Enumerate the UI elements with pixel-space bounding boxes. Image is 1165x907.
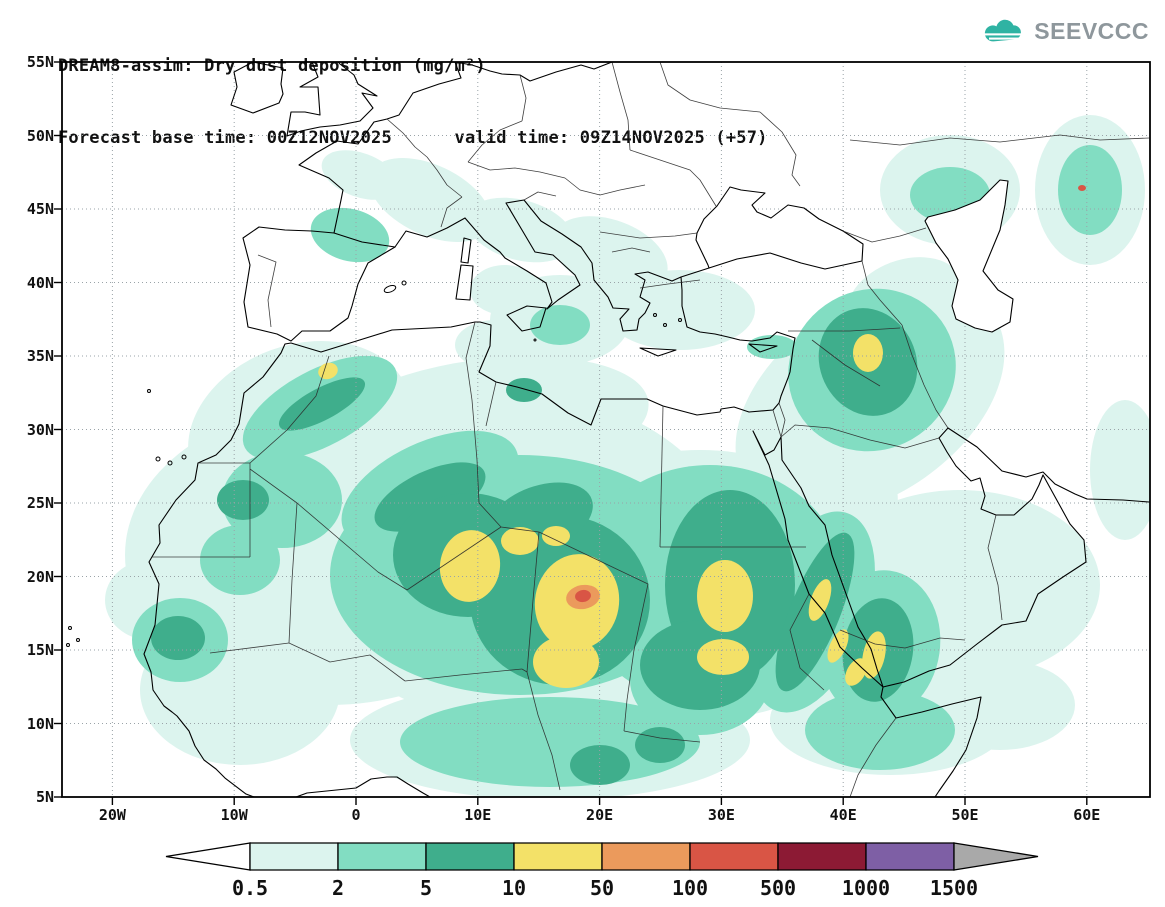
coast-ireland xyxy=(230,62,284,114)
coast-baltic xyxy=(454,62,613,82)
colorbar-segment xyxy=(165,842,251,871)
map-content xyxy=(62,62,1150,797)
coast-iberia xyxy=(242,226,396,342)
colorbar-legend: 0.5 2 5 10 50 100 500 1000 1500 xyxy=(165,842,1039,900)
logo-text: SEEVCCC xyxy=(1034,17,1149,44)
corsica xyxy=(460,237,472,264)
colorbar-level-label: 50 xyxy=(590,876,614,900)
colorbar-segment xyxy=(601,842,691,871)
colorbar-level-label: 2 xyxy=(332,876,344,900)
colorbar-level-label: 1000 xyxy=(842,876,890,900)
map-frame xyxy=(61,61,1151,798)
colorbar-level-label: 0.5 xyxy=(232,876,268,900)
colorbar-segment xyxy=(777,842,867,871)
colorbar-level-label: 1500 xyxy=(930,876,978,900)
seevccc-logo: SEEVCCC xyxy=(981,16,1149,46)
axis-ticks xyxy=(54,61,1088,805)
colorbar-level-label: 10 xyxy=(502,876,526,900)
colorbar-level-label: 100 xyxy=(672,876,708,900)
colorbar-segment xyxy=(689,842,779,871)
caspian-sea xyxy=(924,179,1014,333)
small-islands xyxy=(66,280,682,647)
colorbar-segment xyxy=(337,842,427,871)
coast-arabia xyxy=(882,427,1087,688)
coast-iran xyxy=(947,427,1150,503)
sardinia xyxy=(455,264,474,301)
coast-horn-of-africa xyxy=(880,686,982,797)
coastlines xyxy=(143,62,1150,797)
crete xyxy=(639,347,677,357)
colorbar-segment xyxy=(513,842,603,871)
cyprus xyxy=(748,343,778,353)
colorbar-segment xyxy=(425,842,515,871)
colorbar-level-label: 5 xyxy=(420,876,432,900)
country-borders xyxy=(152,62,1150,797)
title-line-2: Forecast base time: 00Z12NOV2025 valid t… xyxy=(58,128,768,148)
sicily xyxy=(506,305,547,332)
dust-contours xyxy=(105,115,1150,797)
coast-turkey-levant-north-africa xyxy=(143,267,796,797)
colorbar-segment xyxy=(953,842,1039,871)
coast-gulf-of-guinea xyxy=(295,776,431,797)
graticule-gridlines xyxy=(62,62,1150,797)
red-sea xyxy=(752,430,884,688)
coast-europe-atlantic xyxy=(298,62,462,234)
cloud-icon xyxy=(984,19,1024,42)
colorbar-level-label: 500 xyxy=(760,876,796,900)
colorbar-segment xyxy=(865,842,955,871)
title-line-1: DREAM8-assim: Dry dust deposition (mg/m²… xyxy=(58,56,486,76)
colorbar-segment xyxy=(249,842,339,871)
coast-britain xyxy=(286,62,378,137)
plot-titles: DREAM8-assim: Dry dust deposition (mg/m²… xyxy=(58,6,768,198)
black-sea xyxy=(695,186,864,270)
